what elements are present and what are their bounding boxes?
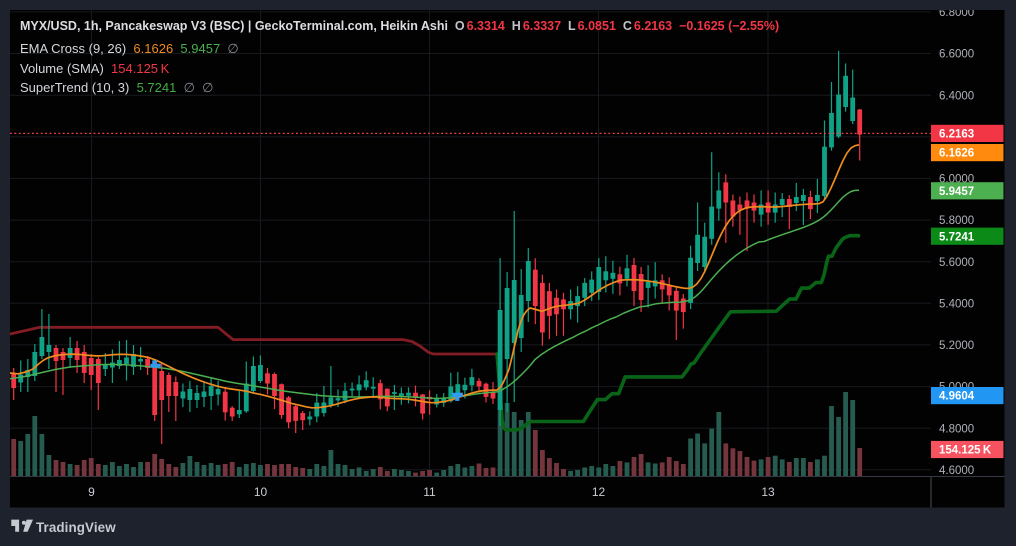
svg-text:6.4000: 6.4000 xyxy=(939,90,974,102)
svg-text:5.6000: 5.6000 xyxy=(939,257,974,269)
svg-text:4.8000: 4.8000 xyxy=(939,423,974,435)
svg-text:12: 12 xyxy=(592,485,606,499)
svg-text:5.7241: 5.7241 xyxy=(939,231,975,243)
svg-text:5.2000: 5.2000 xyxy=(939,340,974,352)
svg-text:154.125 K: 154.125 K xyxy=(939,445,992,457)
svg-text:5.4000: 5.4000 xyxy=(939,298,974,310)
svg-text:6.2163: 6.2163 xyxy=(939,129,974,141)
svg-text:9: 9 xyxy=(88,485,95,499)
svg-text:10: 10 xyxy=(254,485,268,499)
svg-text:6.8000: 6.8000 xyxy=(939,7,974,19)
svg-text:6.6000: 6.6000 xyxy=(939,49,974,61)
svg-text:4.9604: 4.9604 xyxy=(939,391,975,403)
svg-text:6.1626: 6.1626 xyxy=(939,148,974,160)
svg-text:11: 11 xyxy=(423,485,436,499)
svg-text:13: 13 xyxy=(761,485,775,499)
svg-text:5.8000: 5.8000 xyxy=(939,215,974,227)
svg-text:5.9457: 5.9457 xyxy=(939,186,974,198)
svg-text:4.6000: 4.6000 xyxy=(939,465,974,477)
